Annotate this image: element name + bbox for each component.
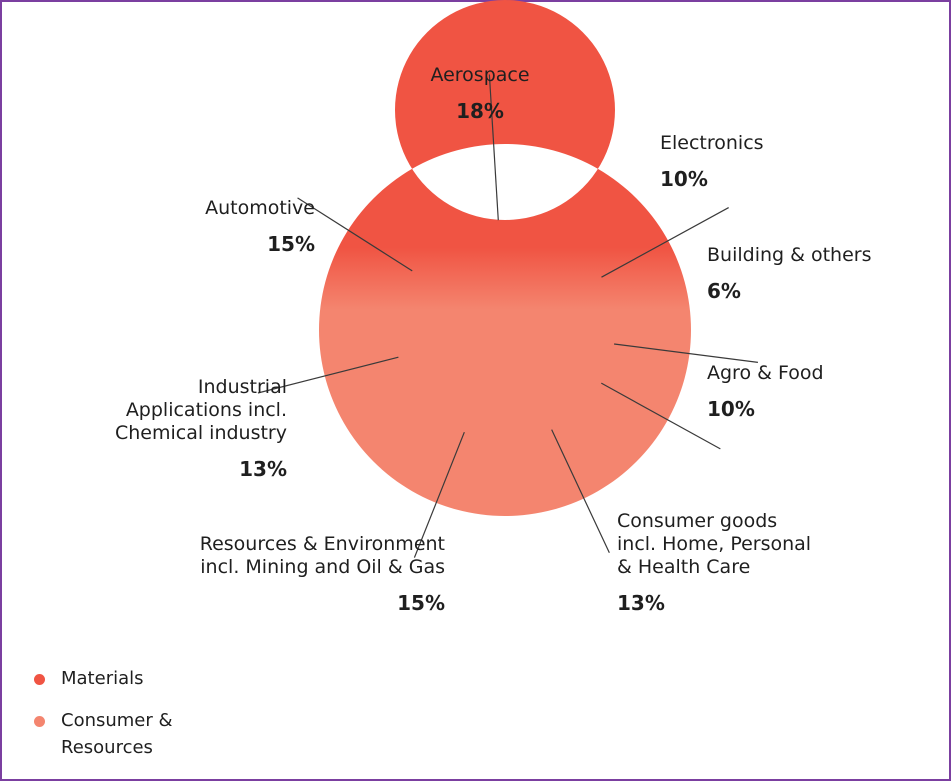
label-agro-name: Agro & Food <box>707 362 824 384</box>
leader-line <box>601 382 721 450</box>
label-automotive-name: Automotive <box>205 197 315 219</box>
leader-line <box>257 356 399 394</box>
label-consumer-goods-name: Consumer goods incl. Home, Personal & He… <box>617 510 812 578</box>
leader-line <box>488 74 499 221</box>
leader-line <box>551 429 610 554</box>
label-resources-name: Resources & Environment incl. Mining and… <box>199 533 445 578</box>
label-consumer-goods-pct: 13% <box>617 591 665 615</box>
label-industrial-name: Industrial Applications incl. Chemical i… <box>114 376 287 444</box>
legend-label-materials: Materials <box>61 668 144 689</box>
label-aerospace: Aerospace 18% <box>380 64 580 123</box>
label-automotive: Automotive 15% <box>115 197 315 256</box>
legend-label-consumer-resources: Consumer & Resources <box>61 710 173 758</box>
label-automotive-pct: 15% <box>267 232 315 256</box>
legend-dot-materials <box>34 674 45 685</box>
label-building-pct: 6% <box>707 279 741 303</box>
leader-lines <box>257 74 759 558</box>
label-industrial-pct: 13% <box>239 457 287 481</box>
leader-line <box>297 197 413 272</box>
label-agro: Agro & Food 10% <box>707 362 907 421</box>
donut-slices <box>319 0 691 516</box>
label-resources-pct: 15% <box>397 591 445 615</box>
leader-line <box>601 207 729 278</box>
label-building: Building & others 6% <box>707 244 937 303</box>
label-consumer-goods: Consumer goods incl. Home, Personal & He… <box>617 510 877 615</box>
label-aerospace-pct: 18% <box>456 99 504 123</box>
donut-ring <box>319 0 691 516</box>
leader-line <box>614 343 759 363</box>
label-aerospace-name: Aerospace <box>430 64 530 86</box>
label-agro-pct: 10% <box>707 397 755 421</box>
label-resources: Resources & Environment incl. Mining and… <box>140 533 445 615</box>
leader-line <box>413 431 465 558</box>
label-electronics-name: Electronics <box>660 132 764 154</box>
legend-dot-consumer-resources <box>34 716 45 727</box>
label-electronics: Electronics 10% <box>660 132 860 191</box>
label-building-name: Building & others <box>707 244 872 266</box>
label-industrial: Industrial Applications incl. Chemical i… <box>60 376 287 481</box>
label-electronics-pct: 10% <box>660 167 708 191</box>
